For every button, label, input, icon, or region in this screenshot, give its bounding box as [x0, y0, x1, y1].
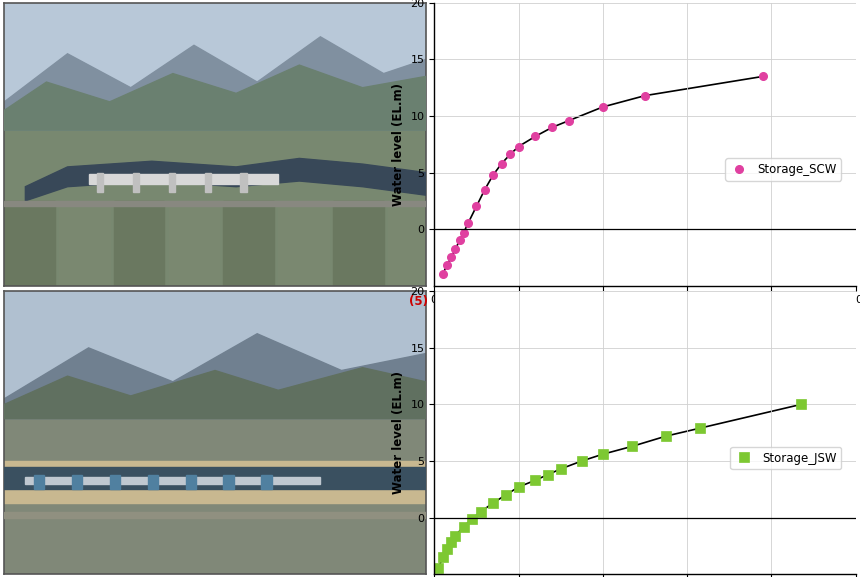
- Storage_SCW: [564, 117, 574, 124]
- Bar: [89, 174, 279, 184]
- Storage_JSW: [513, 484, 524, 490]
- Polygon shape: [26, 159, 426, 201]
- Storage_SCW: [531, 133, 541, 140]
- Bar: [97, 173, 103, 192]
- Storage_SCW: [450, 246, 460, 253]
- Bar: [71, 475, 83, 489]
- Storage_JSW: [598, 451, 608, 458]
- Storage_SCW: [458, 229, 469, 236]
- Storage_JSW: [488, 499, 499, 506]
- Polygon shape: [4, 65, 426, 130]
- Storage_JSW: [450, 532, 460, 539]
- Bar: [224, 475, 234, 489]
- Storage_SCW: [488, 171, 499, 178]
- Storage_JSW: [433, 565, 444, 572]
- Polygon shape: [4, 368, 426, 418]
- Storage_JSW: [576, 458, 587, 464]
- Legend: Storage_JSW: Storage_JSW: [730, 447, 841, 469]
- Bar: [26, 477, 321, 484]
- Storage_SCW: [442, 262, 452, 269]
- Storage_SCW: [471, 203, 482, 210]
- Polygon shape: [4, 37, 426, 130]
- Storage_SCW: [496, 160, 507, 167]
- Bar: [4, 291, 426, 418]
- Storage_JSW: [438, 554, 448, 561]
- Bar: [4, 201, 55, 286]
- Storage_JSW: [660, 433, 671, 440]
- Storage_JSW: [446, 539, 457, 546]
- Storage_SCW: [480, 186, 490, 193]
- Storage_SCW: [547, 124, 557, 131]
- Storage_JSW: [627, 443, 637, 449]
- Bar: [169, 173, 175, 192]
- Storage_SCW: [438, 271, 448, 278]
- Storage_JSW: [467, 515, 477, 522]
- Text: (5): (5): [409, 295, 428, 308]
- Bar: [240, 173, 247, 192]
- Polygon shape: [4, 334, 426, 418]
- Storage_JSW: [458, 523, 469, 530]
- Bar: [114, 201, 164, 286]
- Line: Storage_JSW: Storage_JSW: [434, 400, 806, 573]
- Line: Storage_SCW: Storage_SCW: [439, 73, 767, 278]
- Bar: [34, 475, 45, 489]
- Bar: [148, 475, 158, 489]
- Bar: [4, 461, 426, 503]
- Bar: [4, 201, 426, 207]
- Bar: [169, 201, 219, 286]
- Storage_SCW: [598, 103, 608, 110]
- Storage_JSW: [476, 508, 486, 515]
- Bar: [261, 475, 272, 489]
- Bar: [388, 201, 439, 286]
- Storage_JSW: [556, 466, 566, 473]
- Storage_SCW: [454, 237, 464, 244]
- Bar: [224, 201, 274, 286]
- Bar: [186, 475, 196, 489]
- Bar: [110, 475, 120, 489]
- Storage_JSW: [501, 492, 511, 499]
- Bar: [4, 3, 426, 130]
- Polygon shape: [4, 467, 426, 489]
- Storage_JSW: [442, 546, 452, 553]
- Storage_JSW: [695, 425, 705, 432]
- Bar: [4, 130, 426, 286]
- Storage_SCW: [463, 220, 473, 227]
- Bar: [279, 201, 329, 286]
- Bar: [333, 201, 384, 286]
- Bar: [4, 418, 426, 574]
- Legend: Storage_SCW: Storage_SCW: [725, 158, 841, 181]
- Bar: [205, 173, 211, 192]
- Storage_SCW: [758, 73, 768, 80]
- X-axis label: Storage (10⁶m³): Storage (10⁶m³): [592, 311, 698, 324]
- Storage_SCW: [640, 92, 650, 99]
- Storage_SCW: [513, 143, 524, 150]
- Storage_JSW: [531, 477, 541, 484]
- Y-axis label: Water level (EL.m): Water level (EL.m): [392, 83, 405, 206]
- Storage_SCW: [446, 254, 457, 261]
- Storage_JSW: [796, 401, 806, 408]
- Bar: [4, 512, 426, 518]
- Bar: [132, 173, 139, 192]
- Storage_JSW: [543, 471, 553, 478]
- Bar: [59, 201, 110, 286]
- Y-axis label: Water level (EL.m): Water level (EL.m): [392, 371, 405, 494]
- Storage_SCW: [505, 151, 515, 158]
